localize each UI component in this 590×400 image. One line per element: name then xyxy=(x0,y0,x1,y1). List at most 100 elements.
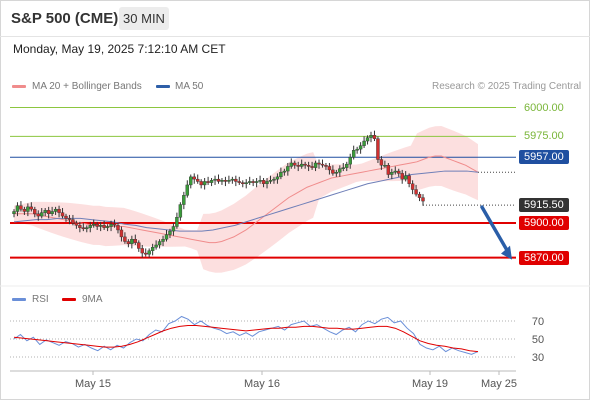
candle-body xyxy=(88,225,92,228)
candle-body xyxy=(282,170,287,173)
candle-body xyxy=(365,137,370,142)
level-tag-5900-00: 5900.00 xyxy=(519,216,569,231)
candle-body xyxy=(171,226,176,232)
candle-body xyxy=(202,181,207,186)
candle-body xyxy=(102,225,106,228)
candle-body xyxy=(227,180,231,182)
candle-body xyxy=(123,236,127,242)
ma20-legend-label: MA 20 + Bollinger Bands xyxy=(32,81,142,92)
candle-body xyxy=(105,226,110,228)
candle-body xyxy=(144,252,148,255)
rsi-tick-label-50: 50 xyxy=(532,334,544,346)
candle-body xyxy=(244,182,248,184)
candle-body xyxy=(410,183,415,190)
candle-body xyxy=(12,211,16,214)
candle-body xyxy=(362,140,366,146)
candle-body xyxy=(296,165,300,167)
candle-body xyxy=(355,148,359,151)
candle-body xyxy=(303,163,307,166)
candle-body xyxy=(383,165,387,167)
forecast-arrow-shaft xyxy=(480,205,511,256)
x-tick-label-May-15: May 15 xyxy=(75,378,111,390)
candle-body xyxy=(421,197,425,202)
level-tag-5870-00: 5870.00 xyxy=(519,250,569,265)
candle-body xyxy=(46,210,51,214)
candle-body xyxy=(168,230,172,235)
candle-body xyxy=(29,206,34,210)
candle-body xyxy=(331,169,335,174)
chart-header: S&P 500 (CME) 30 MIN xyxy=(0,0,590,36)
candle-body xyxy=(348,157,352,165)
candle-body xyxy=(247,181,252,183)
candle-body xyxy=(140,248,144,254)
candle-body xyxy=(417,193,422,198)
forecast-arrowhead xyxy=(501,245,512,260)
candle-body xyxy=(390,172,394,175)
candle-body xyxy=(345,163,349,168)
candle-body xyxy=(98,225,103,227)
candle-body xyxy=(147,250,151,255)
candle-body xyxy=(272,178,276,181)
candle-body xyxy=(327,166,332,171)
candle-body xyxy=(57,208,61,213)
candle-body xyxy=(119,229,124,238)
x-tick-label-May-19: May 19 xyxy=(412,378,448,390)
candle-body xyxy=(234,178,238,182)
candle-body xyxy=(289,162,293,167)
ma20-legend-swatch xyxy=(12,85,26,88)
rsi-legend-label: RSI xyxy=(32,294,49,305)
candle-body xyxy=(74,222,79,226)
candle-body xyxy=(341,167,345,169)
candle-body xyxy=(22,208,27,212)
level-tag-6000-00: 6000.00 xyxy=(524,101,564,114)
candle-body xyxy=(230,178,235,181)
candle-body xyxy=(175,217,179,227)
candle-body xyxy=(50,211,54,214)
candle-body xyxy=(36,213,40,217)
candle-body xyxy=(379,159,384,166)
candle-body xyxy=(19,205,23,210)
candle-body xyxy=(286,166,290,172)
bollinger-band-area xyxy=(14,126,478,273)
candle-body xyxy=(251,181,255,183)
candle-body xyxy=(414,189,418,195)
x-tick-label-May-25: May 25 xyxy=(481,378,517,390)
candle-body xyxy=(116,225,120,231)
candle-body xyxy=(372,135,377,139)
candle-body xyxy=(400,173,404,180)
ma9-line xyxy=(13,325,479,353)
candle-body xyxy=(43,210,47,213)
candle-body xyxy=(258,180,262,182)
instrument-title: S&P 500 (CME) xyxy=(11,10,119,27)
candle-body xyxy=(320,163,325,166)
candle-body xyxy=(67,218,72,220)
candle-body xyxy=(261,180,266,184)
candle-body xyxy=(85,227,89,230)
last-price-tag: 5915.50 xyxy=(519,198,569,213)
candle-body xyxy=(317,162,321,165)
candle-body xyxy=(407,175,411,184)
candle-body xyxy=(334,172,339,174)
candle-body xyxy=(33,208,37,214)
candle-body xyxy=(293,162,297,166)
candle-body xyxy=(178,204,183,218)
candle-body xyxy=(78,225,82,228)
candle-body xyxy=(40,212,44,217)
candle-body xyxy=(313,162,318,168)
candle-body xyxy=(112,223,117,226)
candle-body xyxy=(338,168,342,173)
level-tag-5975-00: 5975.00 xyxy=(524,130,564,143)
ma9-legend-label: 9MA xyxy=(82,294,103,305)
candle-body xyxy=(306,165,311,167)
candle-body xyxy=(279,172,283,178)
interval-button[interactable]: 30 MIN xyxy=(119,7,169,30)
candle-body xyxy=(109,223,113,227)
candle-body xyxy=(64,215,68,219)
ma50-legend-label: MA 50 xyxy=(175,81,204,92)
candle-body xyxy=(189,176,193,186)
candle-body xyxy=(393,170,397,173)
candle-body xyxy=(403,175,408,180)
candle-body xyxy=(397,170,401,174)
candle-body xyxy=(192,176,196,180)
candle-body xyxy=(268,180,273,182)
